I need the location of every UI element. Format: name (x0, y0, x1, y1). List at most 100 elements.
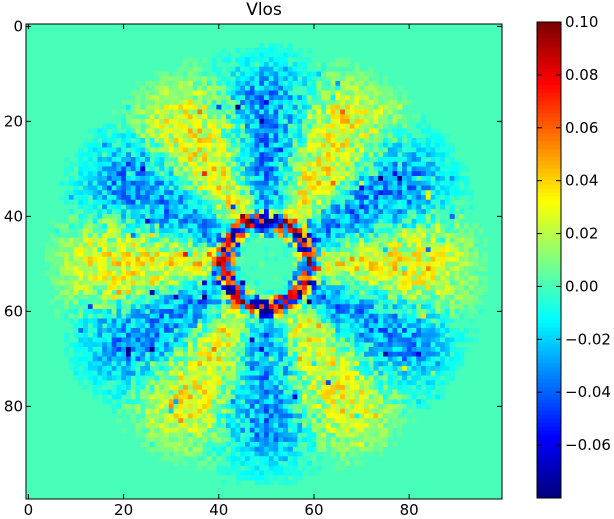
heatmap-cell (125, 247, 132, 253)
heatmap-cell (125, 361, 132, 367)
heatmap-cell (344, 228, 350, 234)
heatmap-cell (87, 176, 93, 182)
heatmap-cell (306, 166, 312, 172)
heatmap-cell (287, 356, 293, 362)
heatmap-cell (116, 147, 122, 153)
heatmap-cell (206, 214, 212, 220)
heatmap-cell (92, 237, 98, 243)
heatmap-cell (121, 252, 127, 258)
heatmap-cell (83, 342, 89, 348)
heatmap-cell (140, 271, 146, 277)
heatmap-cell (392, 95, 398, 101)
heatmap-cell (164, 114, 170, 120)
heatmap-cell (344, 394, 350, 400)
heatmap-cell (187, 147, 193, 153)
heatmap-cell (287, 90, 293, 96)
heatmap-cell (235, 81, 241, 87)
heatmap-cell (221, 347, 227, 353)
heatmap-cell (311, 228, 317, 234)
heatmap-cell (83, 285, 89, 291)
heatmap-cell (416, 275, 422, 281)
heatmap-cell (373, 81, 379, 87)
heatmap-cell (330, 142, 336, 148)
heatmap-cell (421, 209, 427, 215)
heatmap-cell (83, 271, 89, 277)
heatmap-cell (121, 237, 127, 243)
heatmap-cell (240, 142, 246, 148)
heatmap-cell (373, 190, 379, 196)
heatmap-cell (425, 171, 431, 177)
heatmap-cell (368, 185, 374, 191)
heatmap-cell (111, 280, 117, 286)
heatmap-cell (373, 204, 379, 210)
heatmap-cell (197, 380, 203, 386)
heatmap-cell (321, 204, 327, 210)
heatmap-cell (411, 375, 417, 381)
heatmap-cell (349, 256, 355, 262)
heatmap-cell (340, 128, 346, 134)
heatmap-cell (292, 356, 298, 362)
heatmap-cell (430, 332, 436, 338)
heatmap-cell (283, 76, 289, 82)
heatmap-cell (373, 389, 379, 395)
heatmap-cell (402, 176, 408, 182)
heatmap-cell (425, 285, 431, 291)
heatmap-cell (145, 370, 151, 376)
heatmap-cell (197, 280, 203, 286)
heatmap-cell (235, 242, 241, 248)
heatmap-cell (259, 71, 265, 77)
heatmap-cell (387, 171, 393, 177)
heatmap-cell (321, 347, 327, 353)
heatmap-cell (92, 138, 98, 144)
heatmap-cell (440, 309, 446, 315)
heatmap-cell (168, 242, 174, 248)
heatmap-cell (283, 332, 289, 338)
heatmap-cell (87, 228, 93, 234)
heatmap-cell (430, 323, 436, 329)
heatmap-cell (216, 95, 222, 101)
heatmap-cell (430, 266, 436, 272)
heatmap-cell (444, 280, 450, 286)
heatmap-cell (145, 394, 151, 400)
heatmap-cell (449, 375, 455, 381)
heatmap-cell (130, 342, 136, 348)
heatmap-cell (306, 214, 312, 220)
heatmap-cell (235, 166, 241, 172)
heatmap-cell (406, 299, 412, 305)
heatmap-cell (354, 218, 360, 224)
heatmap-cell (378, 199, 384, 205)
heatmap-cell (187, 266, 193, 272)
heatmap-cell (406, 266, 412, 272)
heatmap-cell (340, 176, 346, 182)
heatmap-cell (383, 123, 389, 129)
heatmap-cell (230, 157, 236, 163)
heatmap-cell (135, 95, 141, 101)
heatmap-cell (306, 252, 312, 258)
heatmap-cell (444, 356, 450, 362)
heatmap-cell (335, 370, 341, 376)
heatmap-cell (306, 176, 312, 182)
heatmap-cell (254, 100, 260, 106)
heatmap-cell (368, 280, 374, 286)
heatmap-cell (444, 171, 450, 177)
heatmap-cell (73, 161, 79, 167)
heatmap-cell (259, 318, 265, 324)
heatmap-cell (149, 261, 155, 267)
heatmap-cell (116, 252, 122, 258)
heatmap-cell (268, 185, 274, 191)
heatmap-cell (211, 385, 217, 391)
heatmap-cell (154, 351, 160, 357)
heatmap-cell (368, 356, 374, 362)
heatmap-cell (87, 290, 93, 296)
heatmap-cell (106, 399, 112, 405)
heatmap-cell (287, 313, 293, 319)
heatmap-cell (225, 356, 231, 362)
heatmap-cell (149, 318, 155, 324)
heatmap-cell (121, 166, 127, 172)
heatmap-cell (316, 171, 322, 177)
heatmap-cell (264, 247, 270, 253)
heatmap-cell (325, 185, 331, 191)
heatmap-cell (392, 152, 398, 158)
heatmap-cell (440, 171, 446, 177)
heatmap-cell (264, 171, 270, 177)
